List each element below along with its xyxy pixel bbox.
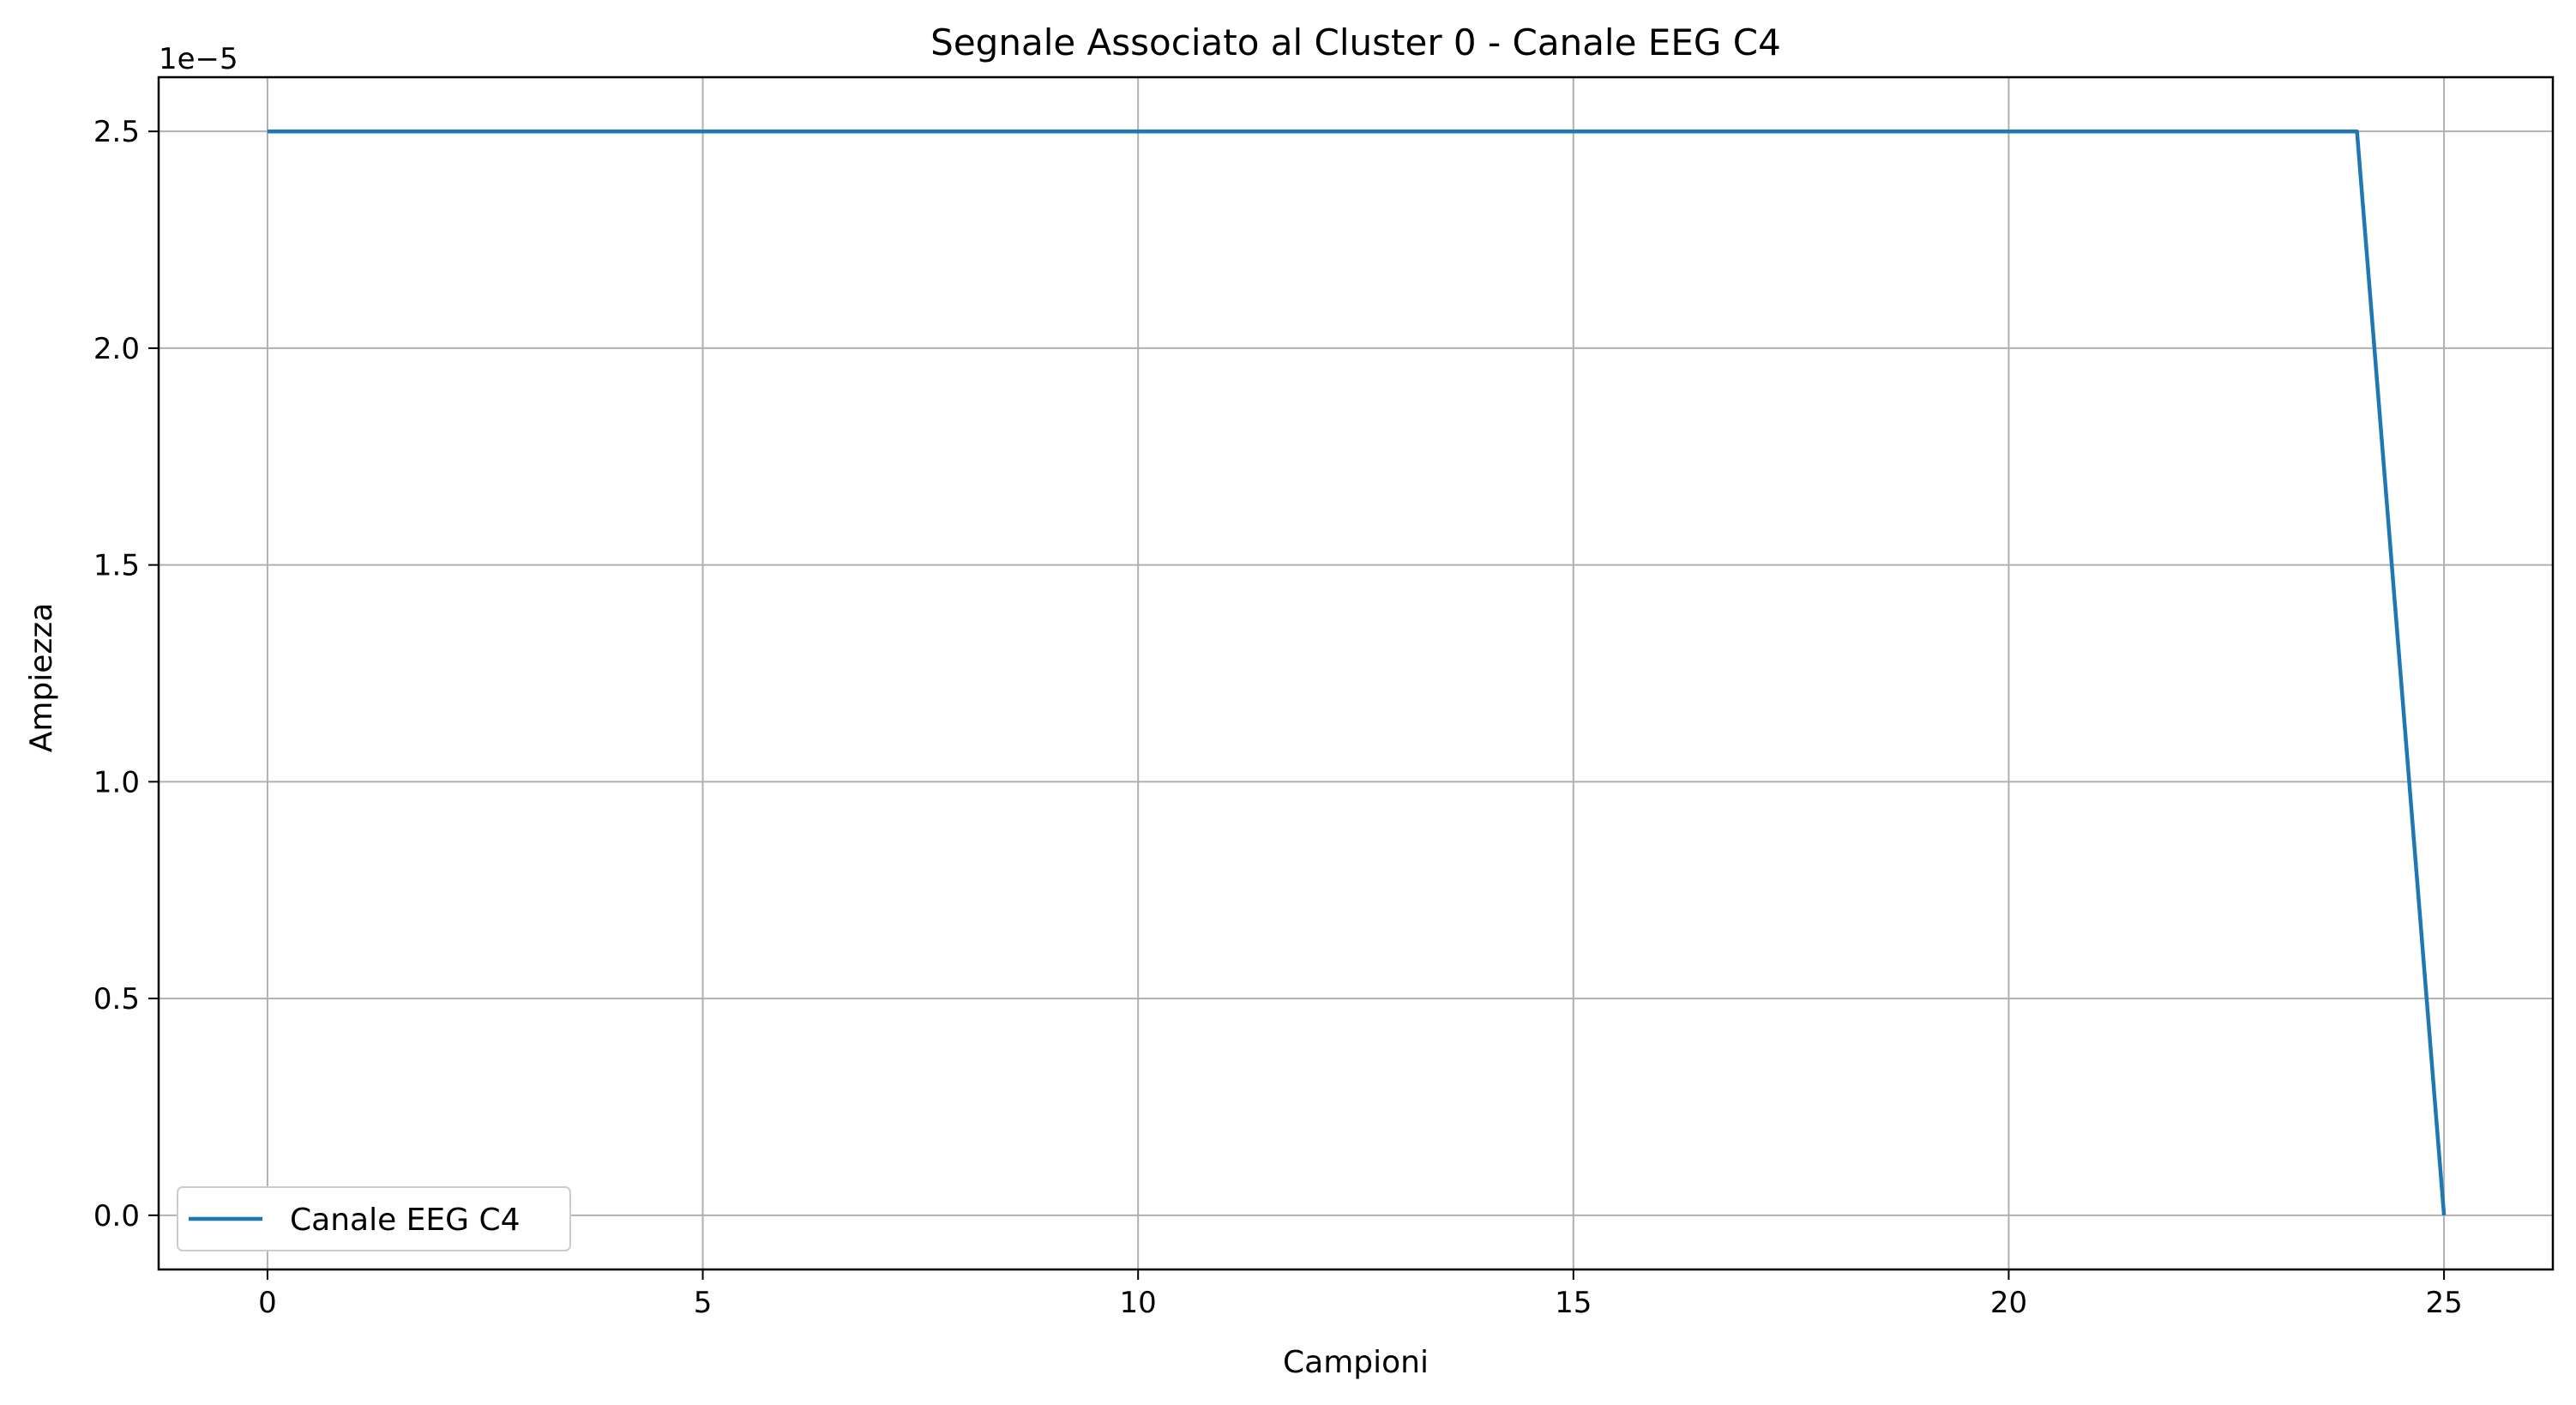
ticks: 0 5 10 15 20 25 0.0 0.5 1.0 1.5 2.0 2.5 [93, 115, 2463, 1320]
chart-title: Segnale Associato al Cluster 0 - Canale … [930, 21, 1781, 63]
y-offset-label: 1e−5 [159, 42, 238, 76]
grid [159, 77, 2553, 1269]
x-axis-label: Campioni [1283, 1345, 1429, 1380]
legend-label: Canale EEG C4 [290, 1203, 521, 1238]
legend: Canale EEG C4 [177, 1186, 571, 1251]
y-tick-label: 1.0 [93, 765, 140, 799]
series-line [267, 129, 2447, 1215]
y-tick-label: 1.5 [93, 549, 140, 583]
y-tick-label: 0.0 [93, 1199, 140, 1233]
y-tick-label: 2.0 [93, 332, 140, 366]
x-tick-label: 0 [258, 1286, 277, 1320]
legend-box [177, 1186, 571, 1251]
y-tick-label: 0.5 [93, 982, 140, 1016]
x-tick-label: 25 [2425, 1286, 2462, 1320]
series-layer [267, 129, 2447, 1215]
y-tick-label: 2.5 [93, 115, 140, 149]
plot-frame [157, 75, 2555, 1271]
x-tick-label: 20 [1990, 1286, 2027, 1320]
y-axis-label: Ampiezza [24, 603, 59, 753]
x-tick-label: 5 [694, 1286, 713, 1320]
x-tick-label: 15 [1555, 1286, 1592, 1320]
x-tick-label: 10 [1120, 1286, 1157, 1320]
